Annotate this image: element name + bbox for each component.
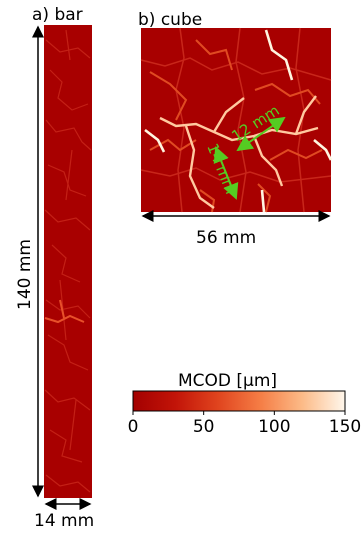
colorbar-title: MCOD [µm] (178, 371, 277, 391)
colorbar-tick-label: 0 (128, 417, 139, 437)
colorbar-tick-label: 150 (329, 417, 361, 437)
panel-b-label: b) cube (138, 10, 202, 30)
colorbar-tick-label: 100 (258, 417, 290, 437)
colorbar (132, 390, 346, 412)
panel-a-label: a) bar (32, 5, 83, 25)
bar-height-label: 140 mm (15, 239, 35, 310)
colorbar-tick-label: 50 (193, 417, 215, 437)
cube-width-label: 56 mm (196, 228, 256, 248)
bar-width-label: 14 mm (34, 511, 94, 531)
colorbar-ticks: 0 50 100 150 (128, 411, 361, 437)
bar-image (44, 25, 92, 498)
